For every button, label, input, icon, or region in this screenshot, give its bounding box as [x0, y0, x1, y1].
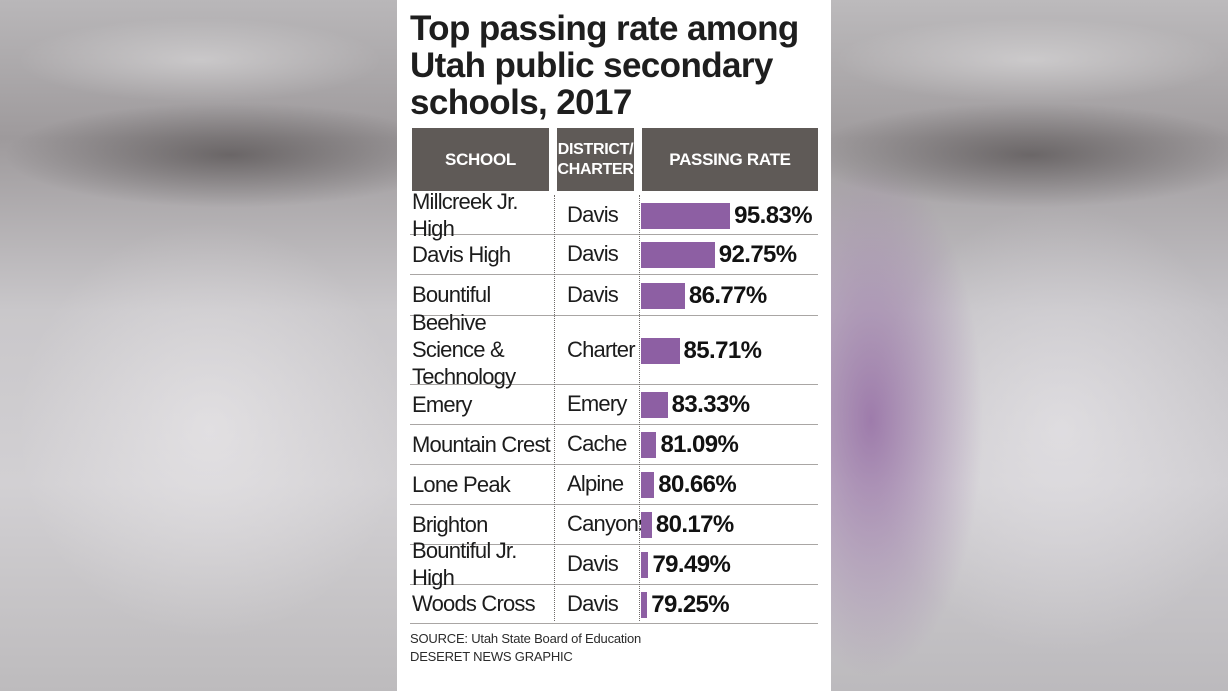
bar-value-label: 79.25% [651, 590, 730, 618]
school-name: Emery [412, 391, 472, 417]
bar [641, 591, 648, 618]
bar [641, 282, 685, 309]
table-row: Emery Emery [410, 384, 818, 425]
district-name: Davis [567, 281, 619, 307]
school-name: Bountiful [412, 282, 491, 307]
district-name: Davis [567, 201, 619, 227]
header-school: SCHOOL [412, 128, 549, 191]
header-school-label: SCHOOL [445, 149, 516, 169]
bar-value-label: 79.49% [652, 551, 731, 578]
bar [641, 392, 668, 418]
bar-value-label: 95.83% [734, 201, 812, 229]
district-name: Charter [567, 336, 636, 362]
bar-value-label: 85.71% [683, 336, 762, 364]
bar [641, 472, 655, 498]
bar [641, 337, 680, 364]
school-name: Bountiful Jr. High [412, 538, 517, 590]
school-name: Beehive Science & Technology [412, 310, 516, 389]
blurred-background-right [831, 0, 1228, 691]
school-name: Davis High [412, 241, 511, 267]
header-district-label-line1: DISTRICT/ [557, 140, 634, 158]
district-name: Emery [567, 391, 627, 416]
column-divider [639, 195, 640, 621]
table-row: Beehive Science & Technology Charter [410, 310, 818, 389]
table-row: Woods Cross Davis [410, 584, 818, 624]
bar [641, 552, 649, 578]
header-passing-rate-label: PASSING RATE [669, 149, 791, 169]
bar-value-label: 81.09% [660, 431, 739, 458]
district-name: Davis [567, 551, 619, 576]
blurred-background-left [0, 0, 397, 691]
bar [641, 202, 731, 229]
bar [641, 432, 657, 458]
column-divider [554, 195, 555, 621]
school-name: Lone Peak [412, 471, 511, 497]
chart-title: Top passing rate among Utah public secon… [410, 9, 799, 122]
header-district-label-line2: CHARTER [557, 160, 634, 178]
header-passing-rate: PASSING RATE [642, 128, 818, 191]
district-name: Davis [567, 241, 619, 266]
district-name: Davis [567, 590, 619, 616]
bar-value-label: 92.75% [718, 241, 797, 268]
bar-value-label: 80.17% [655, 511, 734, 538]
chart-panel: Top passing rate among Utah public secon… [397, 0, 831, 691]
bar-value-label: 83.33% [671, 391, 750, 418]
bar [641, 512, 652, 538]
district-name: Alpine [567, 471, 624, 496]
table-row: Bountiful Davis [410, 274, 818, 316]
bar-value-label: 86.77% [688, 281, 767, 309]
school-name: Mountain Crest [412, 431, 551, 457]
table-row: Lone Peak Alpine [410, 464, 818, 505]
bar-value-label: 80.66% [658, 471, 737, 498]
district-name: Cache [567, 431, 627, 456]
school-name: Millcreek Jr. High [412, 188, 519, 241]
bar [641, 242, 715, 268]
table-row: Brighton Canyons [410, 504, 818, 545]
credit-note: DESERET NEWS GRAPHIC [410, 649, 573, 664]
table-row: Bountiful Jr. High Davis [410, 538, 818, 590]
school-name: Woods Cross [412, 591, 536, 616]
school-name: Brighton [412, 511, 488, 537]
source-note: SOURCE: Utah State Board of Education [410, 631, 642, 646]
table-row: Mountain Crest Cache [410, 424, 818, 465]
table-row: Davis High Davis [410, 234, 818, 275]
header-district: DISTRICT/ CHARTER [557, 128, 634, 191]
district-name: Canyons [567, 511, 649, 536]
